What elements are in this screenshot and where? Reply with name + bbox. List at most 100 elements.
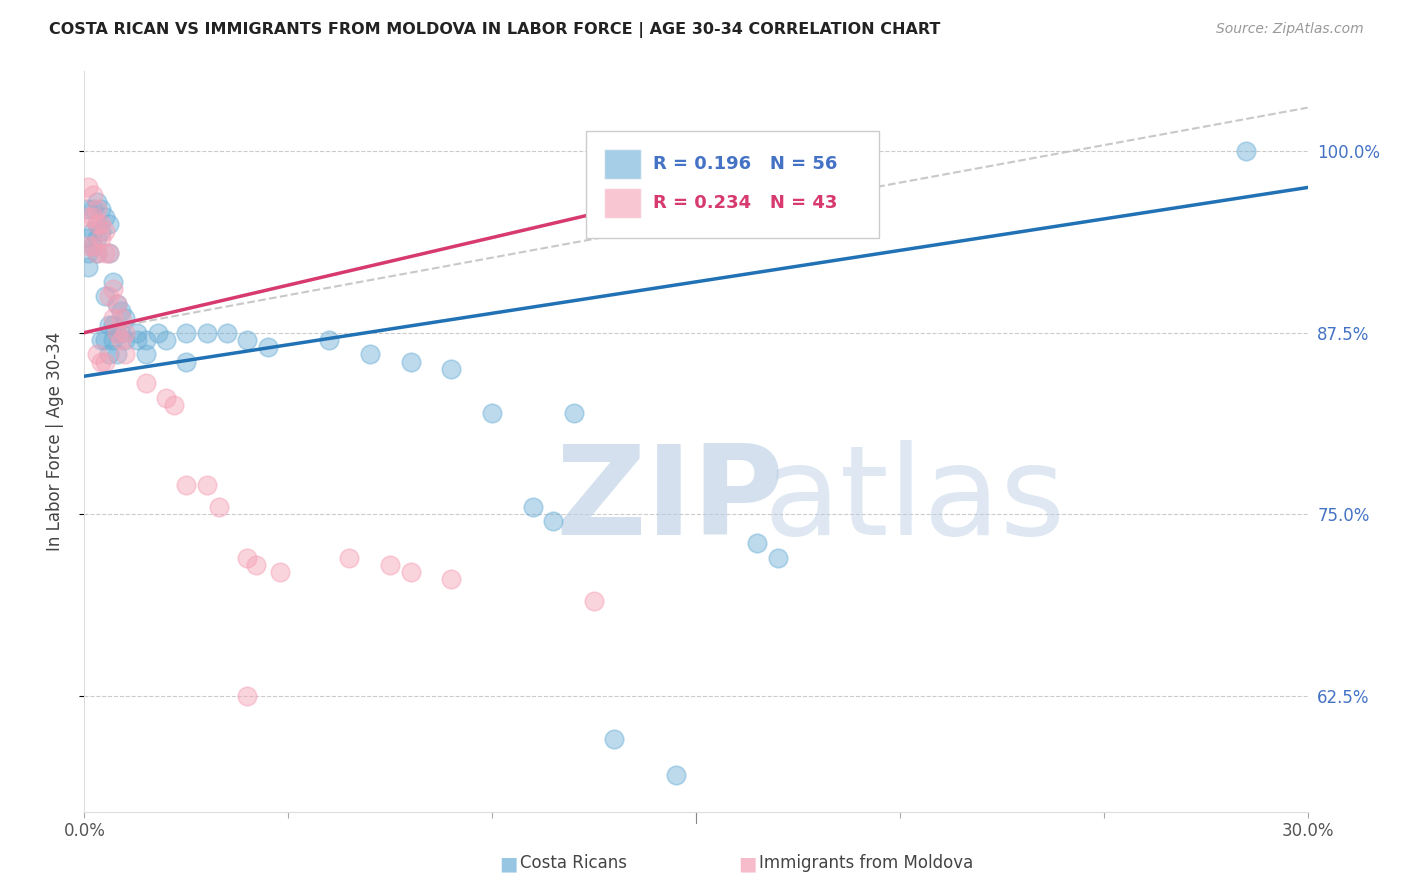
Point <box>269 565 291 579</box>
Point <box>90 354 112 368</box>
Text: Costa Ricans: Costa Ricans <box>520 855 627 872</box>
Text: Source: ZipAtlas.com: Source: ZipAtlas.com <box>1216 22 1364 37</box>
Point <box>86 202 108 217</box>
Point <box>93 210 115 224</box>
Text: ■: ■ <box>738 854 756 873</box>
Point <box>101 282 124 296</box>
Point <box>97 245 120 260</box>
Point <box>135 333 157 347</box>
Text: R = 0.234   N = 43: R = 0.234 N = 43 <box>654 194 838 212</box>
Point <box>399 565 422 579</box>
Point <box>163 398 186 412</box>
Point <box>105 326 128 340</box>
Point <box>440 362 463 376</box>
Point <box>110 311 132 326</box>
Point <box>82 210 104 224</box>
Point <box>77 180 100 194</box>
Point <box>90 224 112 238</box>
Point <box>583 594 606 608</box>
Point <box>110 326 132 340</box>
Point <box>86 217 108 231</box>
Point <box>174 354 197 368</box>
Point <box>97 318 120 333</box>
Point <box>93 224 115 238</box>
Point <box>114 333 136 347</box>
Point <box>77 245 100 260</box>
Point <box>105 326 128 340</box>
Point <box>318 333 340 347</box>
Point <box>127 333 149 347</box>
Point <box>82 238 104 252</box>
Point <box>93 245 115 260</box>
Text: ZIP: ZIP <box>555 441 785 561</box>
Point <box>236 689 259 703</box>
Point <box>236 333 259 347</box>
Point <box>82 202 104 217</box>
Point <box>93 289 115 303</box>
Point <box>257 340 280 354</box>
FancyBboxPatch shape <box>605 149 641 178</box>
Text: atlas: atlas <box>763 441 1066 561</box>
Point <box>105 347 128 361</box>
Point <box>603 732 626 747</box>
Point <box>359 347 381 361</box>
Point <box>195 478 218 492</box>
Point <box>155 333 177 347</box>
Point <box>93 333 115 347</box>
Text: Immigrants from Moldova: Immigrants from Moldova <box>759 855 973 872</box>
Point <box>245 558 267 572</box>
Point <box>86 194 108 209</box>
Point <box>86 231 108 245</box>
Text: COSTA RICAN VS IMMIGRANTS FROM MOLDOVA IN LABOR FORCE | AGE 30-34 CORRELATION CH: COSTA RICAN VS IMMIGRANTS FROM MOLDOVA I… <box>49 22 941 38</box>
Point <box>481 405 503 419</box>
Point <box>174 478 197 492</box>
Point <box>97 347 120 361</box>
Point <box>86 217 108 231</box>
Point <box>195 326 218 340</box>
Point <box>110 304 132 318</box>
Point <box>97 289 120 303</box>
Point <box>114 326 136 340</box>
Point <box>155 391 177 405</box>
Point <box>1236 145 1258 159</box>
Point <box>135 376 157 391</box>
Point <box>101 333 124 347</box>
Point <box>562 405 585 419</box>
Text: ■: ■ <box>499 854 517 873</box>
Point <box>127 326 149 340</box>
Point <box>77 210 100 224</box>
Point <box>146 326 169 340</box>
Point <box>135 347 157 361</box>
Point <box>97 217 120 231</box>
Point <box>208 500 231 514</box>
Point <box>114 311 136 326</box>
Point <box>174 326 197 340</box>
Point <box>339 550 361 565</box>
Point <box>101 275 124 289</box>
Point <box>82 187 104 202</box>
FancyBboxPatch shape <box>586 130 880 238</box>
Point <box>766 550 789 565</box>
Point <box>105 296 128 310</box>
Point <box>110 333 132 347</box>
Point <box>399 354 422 368</box>
Point <box>90 231 112 245</box>
Point <box>97 245 120 260</box>
Point <box>665 768 688 782</box>
Point <box>86 347 108 361</box>
Point <box>543 515 565 529</box>
Y-axis label: In Labor Force | Age 30-34: In Labor Force | Age 30-34 <box>45 332 63 551</box>
Point <box>101 311 124 326</box>
Point <box>114 347 136 361</box>
Point <box>77 238 100 252</box>
Point <box>77 231 100 245</box>
Point <box>77 202 100 217</box>
FancyBboxPatch shape <box>605 188 641 218</box>
Point <box>440 573 463 587</box>
Point <box>522 500 544 514</box>
Point <box>82 224 104 238</box>
Point <box>90 217 112 231</box>
Point <box>77 260 100 275</box>
Point <box>105 296 128 310</box>
Text: R = 0.196   N = 56: R = 0.196 N = 56 <box>654 155 838 173</box>
